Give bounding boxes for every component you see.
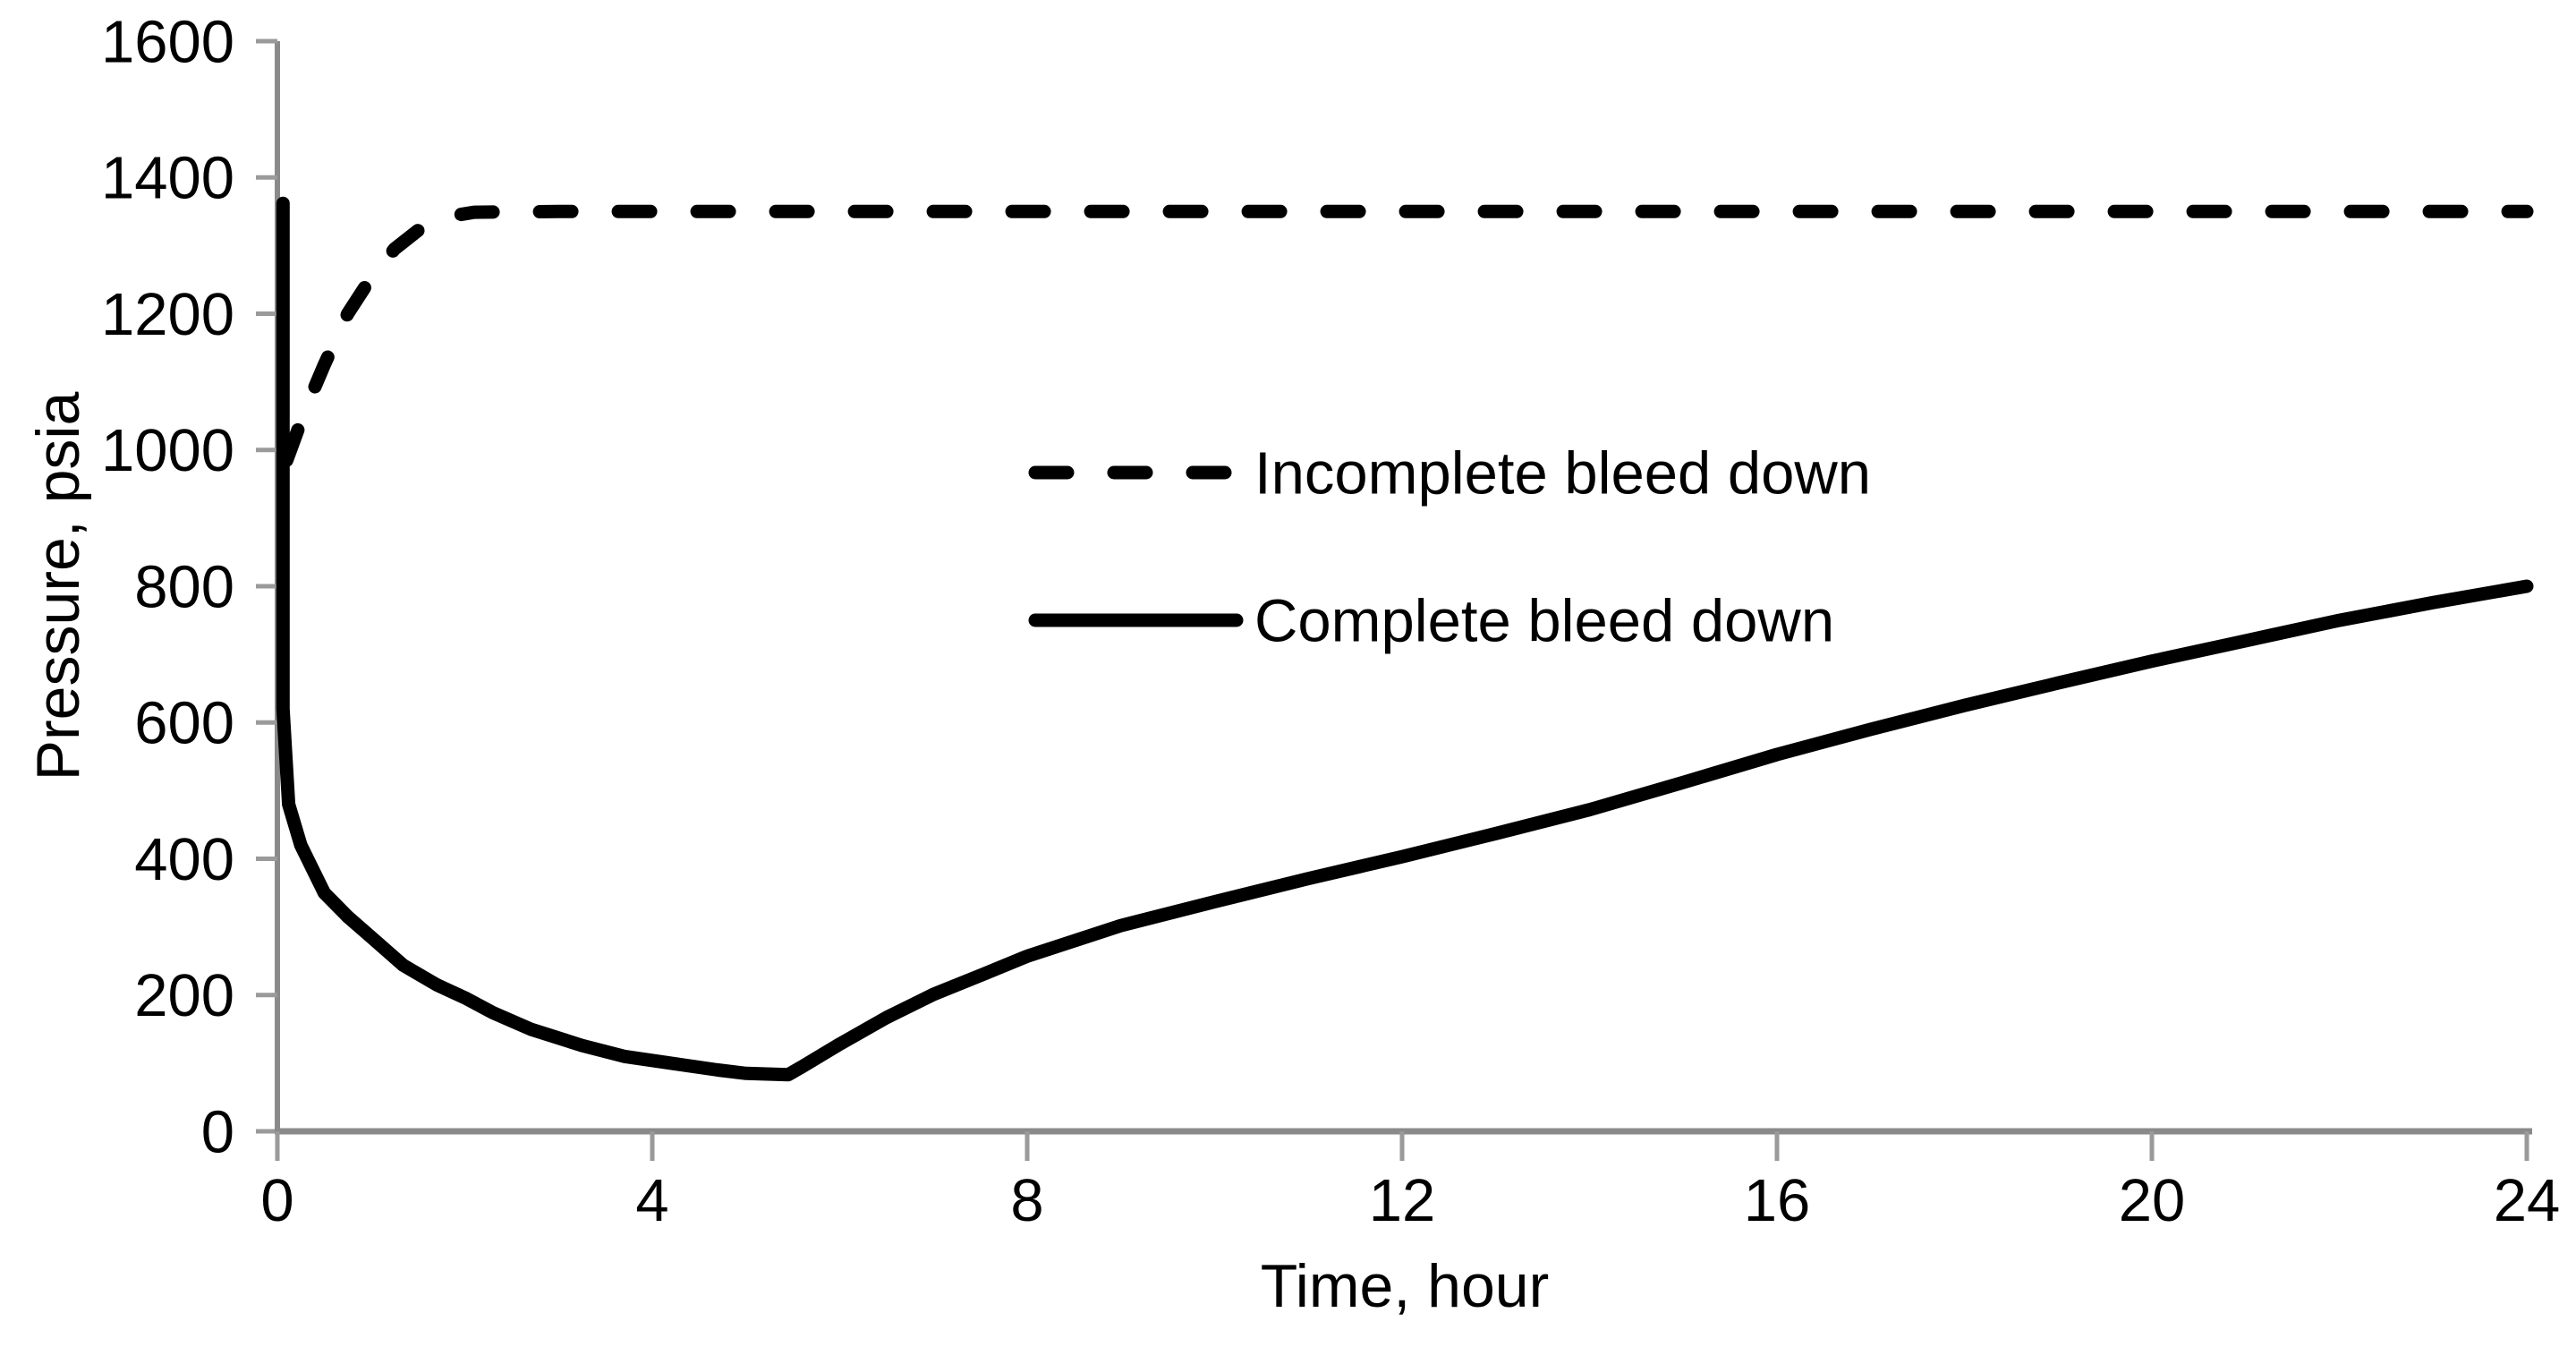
- y-tick-label: 1000: [101, 417, 234, 484]
- legend-label-incomplete: Incomplete bleed down: [1254, 439, 1871, 507]
- legend-label-complete: Complete bleed down: [1254, 587, 1834, 654]
- series-line-incomplete-bleed-down: [280, 204, 2534, 467]
- y-tick-label: 1600: [101, 8, 234, 75]
- y-tick-group: [256, 38, 277, 1134]
- y-axis: 0 200 400 600 800 1000 1200 1400 1600 Pressure, …: [24, 8, 280, 1165]
- x-axis-title: Time, hour: [1261, 1252, 1549, 1320]
- series-line-complete-bleed-down: [276, 196, 2534, 1082]
- x-tick-label: 16: [1744, 1167, 1811, 1234]
- x-tick-label: 0: [260, 1167, 293, 1234]
- y-tick-label: 200: [134, 962, 234, 1029]
- y-tick-label: 400: [134, 826, 234, 893]
- series-group: [276, 196, 2534, 1082]
- x-tick-label: 12: [1369, 1167, 1436, 1234]
- x-tick-label-group: 0 4 8 12 16 20 24: [260, 1167, 2560, 1234]
- y-axis-title: Pressure, psia: [24, 392, 92, 781]
- y-tick-label: 1400: [101, 145, 234, 212]
- y-tick-label: 0: [201, 1098, 234, 1165]
- x-tick-label: 8: [1010, 1167, 1043, 1234]
- x-tick-group: [275, 1131, 2529, 1161]
- x-tick-label: 20: [2119, 1167, 2186, 1234]
- y-tick-label: 800: [134, 553, 234, 620]
- legend: Incomplete bleed down Complete bleed dow…: [1028, 439, 1871, 654]
- x-tick-label: 24: [2494, 1167, 2561, 1234]
- x-axis: 0 4 8 12 16 20 24 Time, hour: [260, 1128, 2560, 1320]
- y-tick-label-group: 0 200 400 600 800 1000 1200 1400 1600: [101, 8, 234, 1165]
- y-tick-label: 600: [134, 690, 234, 757]
- y-tick-label: 1200: [101, 281, 234, 348]
- x-tick-label: 4: [635, 1167, 668, 1234]
